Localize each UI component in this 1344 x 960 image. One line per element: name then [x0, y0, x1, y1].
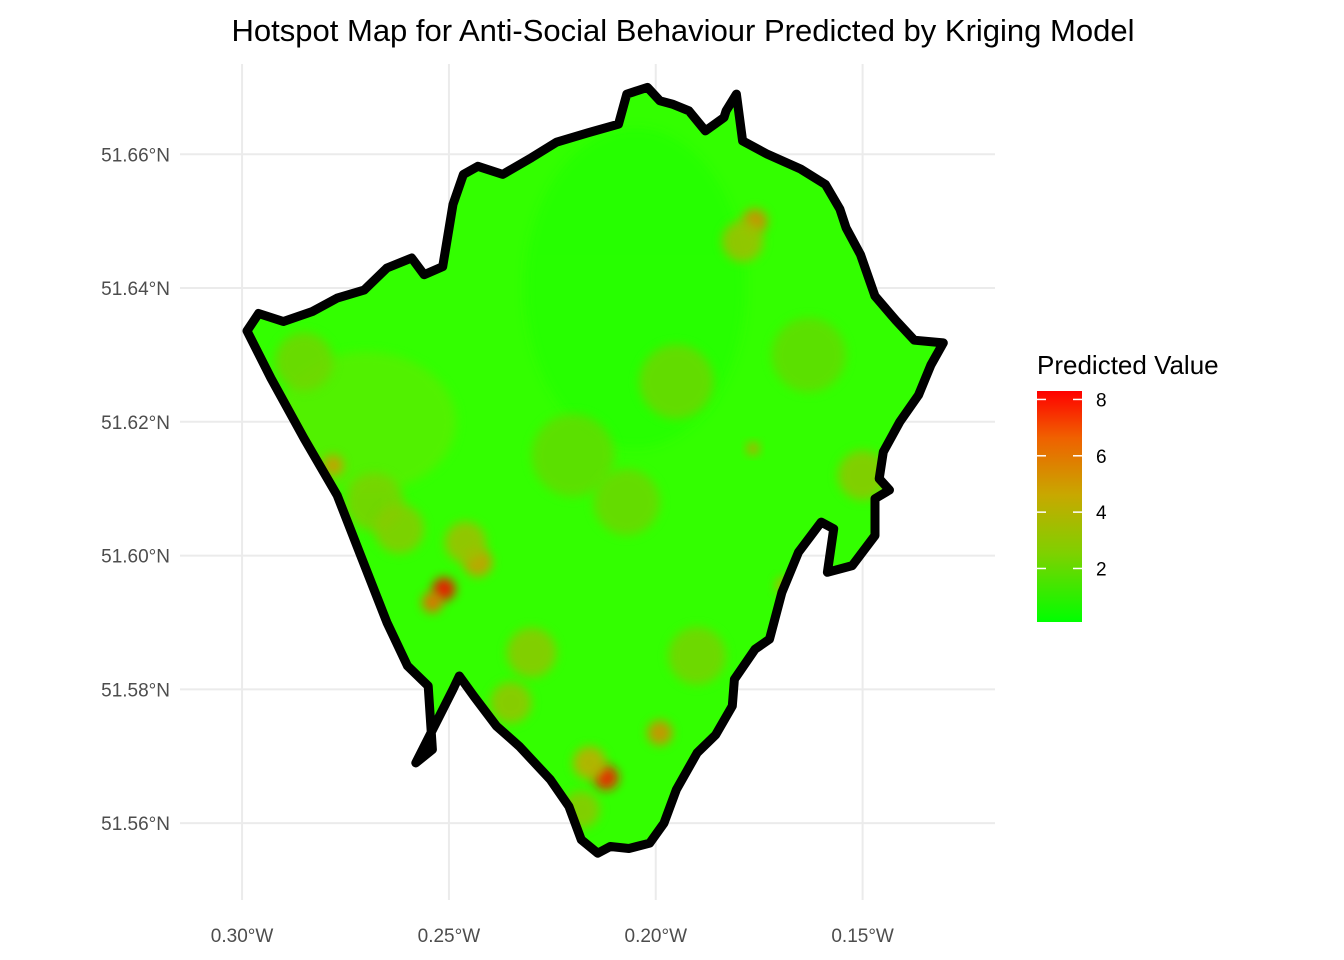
legend-tick-label: 2: [1096, 559, 1107, 580]
borough-boundary: [242, 82, 948, 858]
hotspot-mark: [490, 682, 532, 724]
x-tick-label: 0.30°W: [211, 926, 274, 947]
hotspot-mark: [647, 720, 673, 746]
hotspot-mark: [506, 627, 557, 678]
legend-ticks: 2 4 6 8: [1037, 390, 1107, 580]
chart-title: Hotspot Map for Anti-Social Behaviour Pr…: [232, 13, 1135, 48]
y-tick-label: 51.56°N: [101, 814, 170, 835]
prediction-surface: [247, 87, 944, 854]
legend-colorbar: [1037, 391, 1082, 622]
x-axis-ticks: 0.30°W 0.25°W 0.20°W 0.15°W: [211, 926, 894, 947]
surface-low-zone: [525, 128, 746, 449]
legend-tick-label: 8: [1096, 390, 1107, 411]
hotspot-mark: [771, 317, 847, 393]
x-tick-label: 0.15°W: [831, 926, 894, 947]
y-axis-ticks: 51.56°N 51.58°N 51.60°N 51.62°N 51.64°N 51.66…: [101, 145, 170, 835]
legend: Predicted Value 2 4 6 8: [1037, 350, 1219, 622]
hotspot-mark: [746, 442, 760, 455]
y-tick-label: 51.60°N: [101, 547, 170, 568]
hotspot-mark: [639, 344, 714, 419]
hotspot-mark: [374, 503, 425, 554]
hotspot-mark: [322, 454, 344, 476]
hotspot-mark: [837, 450, 888, 501]
y-tick-label: 51.62°N: [101, 413, 170, 434]
hotspot-mark: [668, 626, 727, 685]
hotspot-mark: [422, 592, 443, 613]
y-tick-label: 51.58°N: [101, 680, 170, 701]
hotspot-mark: [721, 220, 764, 262]
hotspot-mark: [573, 746, 607, 780]
y-tick-label: 51.64°N: [101, 279, 170, 300]
x-tick-label: 0.25°W: [418, 926, 481, 947]
hotspot-mark: [275, 332, 334, 391]
hotspot-mark: [593, 468, 660, 536]
hotspot-mark: [444, 521, 487, 563]
legend-title: Predicted Value: [1037, 350, 1219, 380]
hotspot-mark: [531, 413, 615, 497]
y-tick-label: 51.66°N: [101, 145, 170, 166]
legend-tick-label: 4: [1096, 503, 1107, 524]
surface-mid-zone: [276, 351, 457, 492]
x-tick-label: 0.20°W: [625, 926, 688, 947]
legend-tick-label: 6: [1096, 447, 1107, 468]
